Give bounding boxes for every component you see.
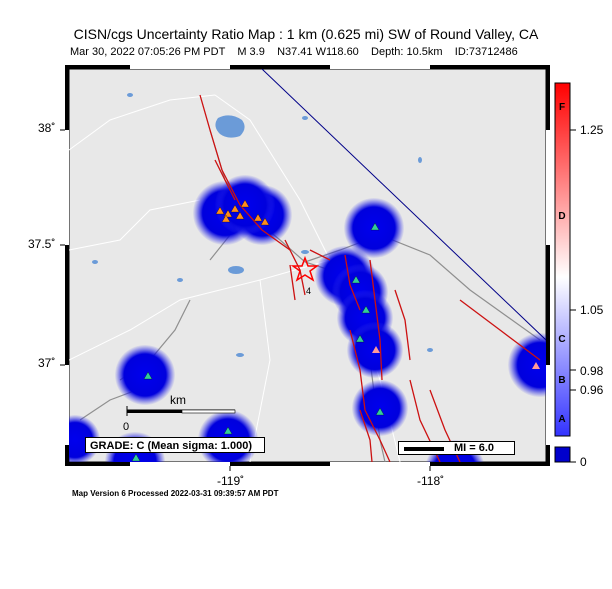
- water-bodies: [92, 93, 433, 382]
- colorbar-grade-c: C: [558, 334, 566, 345]
- map-title: CISN/cgs Uncertainty Ratio Map : 1 km (0…: [73, 26, 539, 42]
- mi-label: MI = 6.0: [454, 442, 495, 454]
- lat-tick-38: 38˚: [38, 121, 56, 135]
- mi-bar: [404, 447, 444, 451]
- place-marker: 4: [306, 286, 311, 296]
- state-border: [261, 69, 546, 341]
- map-border-ticks: [65, 65, 550, 466]
- stations-green: [131, 222, 385, 462]
- colorbar-label-1-05: 1.05: [580, 303, 604, 317]
- colorbar-label-0-96: 0.96: [580, 383, 604, 397]
- fault-lines: [199, 94, 541, 462]
- colorbar-grade-d: D: [558, 211, 566, 222]
- grade-label: GRADE: C (Mean sigma: 1.000): [85, 437, 265, 453]
- event-info: Mar 30, 2022 07:05:26 PM PDT M 3.9 N37.4…: [70, 46, 518, 58]
- colorbar: [554, 82, 576, 463]
- station-pink: [372, 346, 380, 353]
- colorbar-grade-a: A: [558, 414, 566, 425]
- colorbar-label-1-25: 1.25: [580, 123, 604, 137]
- processing-footer: Map Version 6 Processed 2022-03-31 09:39…: [72, 489, 279, 498]
- km-scale-bar: [126, 406, 236, 416]
- km-label: km: [170, 393, 186, 407]
- lat-tick-37: 37˚: [38, 356, 56, 370]
- colorbar-label-0-98: 0.98: [580, 364, 604, 378]
- lon-tick-119: -119˚: [217, 474, 245, 488]
- stations-orange: [215, 199, 270, 226]
- station-pink-2: [532, 362, 540, 369]
- colorbar-grade-b: B: [558, 375, 566, 386]
- lon-tick-118: -118˚: [417, 474, 445, 488]
- lat-tick-37-5: 37.5˚: [28, 237, 56, 251]
- mi-legend: MI = 6.0: [398, 441, 515, 455]
- epicenter-star: [290, 255, 320, 282]
- axis-ticks: [60, 129, 431, 471]
- colorbar-label-0: 0: [580, 455, 587, 469]
- km-zero-label: 0: [123, 421, 130, 433]
- colorbar-grade-f: F: [558, 102, 566, 113]
